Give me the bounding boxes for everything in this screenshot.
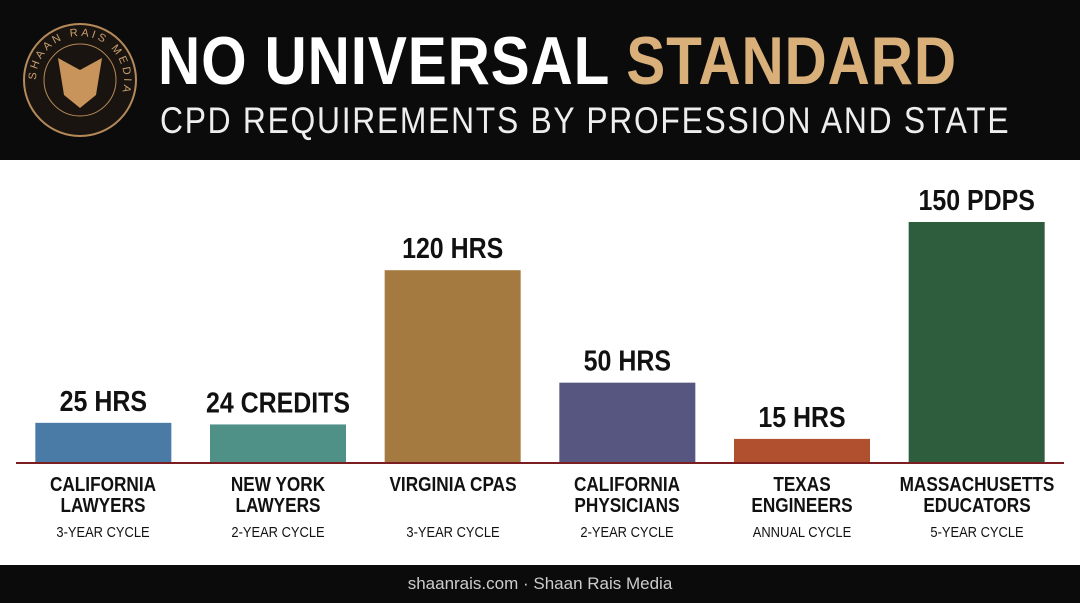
- category-label: TEXAS ENGINEERS: [751, 474, 853, 517]
- logo-inner: [43, 43, 117, 117]
- category-label: MASSACHUSETTS EDUCATORS: [899, 474, 1055, 517]
- value-label: 50 HRS: [584, 345, 671, 377]
- value-label: 15 HRS: [758, 401, 845, 433]
- cycle-label: 5-YEAR CYCLE: [930, 524, 1024, 541]
- bar: [210, 424, 346, 463]
- cycle-label: 2-YEAR CYCLE: [231, 524, 325, 541]
- bar: [908, 222, 1045, 463]
- bar: [559, 382, 696, 463]
- subtitle: CPD REQUIREMENTS BY PROFESSION AND STATE: [160, 100, 1011, 141]
- footer: shaanrais.com · Shaan Rais Media: [0, 565, 1080, 603]
- bar: [35, 422, 172, 463]
- header: SHAAN RAIS MEDIA NO UNIVERSAL STANDARD C…: [0, 0, 1080, 160]
- cycle-label: 2-YEAR CYCLE: [580, 524, 674, 541]
- logo: SHAAN RAIS MEDIA: [23, 23, 137, 137]
- category-label: VIRGINIA CPAS: [389, 474, 517, 496]
- title-main: NO UNIVERSAL: [158, 23, 610, 99]
- cycle-label: 3-YEAR CYCLE: [56, 524, 150, 541]
- category-label: CALIFORNIA PHYSICIANS: [574, 474, 681, 517]
- bar: [734, 438, 870, 463]
- category-label: CALIFORNIA LAWYERS: [50, 474, 157, 517]
- value-label: 24 CREDITS: [206, 387, 350, 419]
- value-label: 120 HRS: [402, 232, 503, 264]
- title-highlight: STANDARD: [626, 23, 957, 99]
- value-label: 25 HRS: [60, 385, 147, 417]
- cycle-label: 3-YEAR CYCLE: [406, 524, 500, 541]
- category-label: NEW YORK LAWYERS: [230, 474, 326, 517]
- bar: [384, 270, 521, 463]
- chart: 25 HRS 24 CREDITS 120 HRS 50 HRS 15 HRS 150 P…: [16, 184, 1064, 464]
- logo-emblem: [58, 58, 102, 108]
- value-label: 150 PDPS: [918, 184, 1034, 216]
- cycle-label: ANNUAL CYCLE: [752, 524, 852, 541]
- title: NO UNIVERSAL STANDARD: [158, 22, 957, 100]
